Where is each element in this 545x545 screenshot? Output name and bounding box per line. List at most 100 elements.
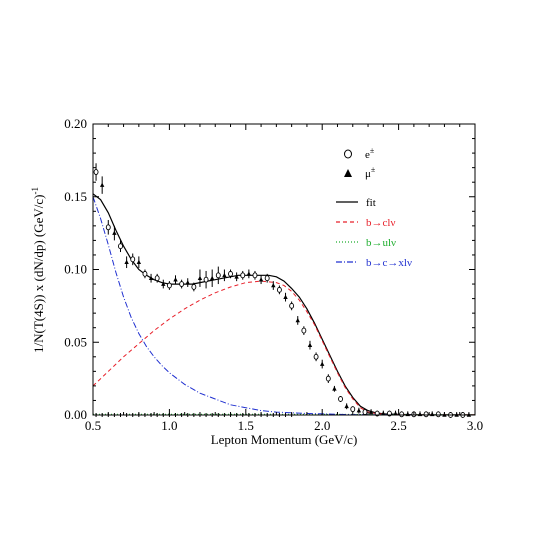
legend-mu-text: μ: [365, 168, 371, 180]
y-tick-label: 0.15: [64, 189, 87, 204]
data-point: [295, 316, 300, 325]
data-point: [246, 269, 252, 279]
point-mu-marker: [283, 294, 288, 299]
y-ticks: 0.00 0.05 0.10 0.15 0.20: [64, 116, 475, 422]
data-point: [393, 410, 398, 416]
point-mu-marker: [148, 275, 154, 281]
data-point: [258, 275, 264, 285]
legend-e-text: e: [365, 149, 370, 161]
data-point: [283, 292, 288, 302]
data-point: [148, 273, 154, 283]
legend-mu-sup: ±: [371, 165, 376, 174]
point-e-marker: [130, 256, 136, 263]
point-mu-marker: [99, 182, 105, 187]
x-tick-label: 2.5: [390, 418, 406, 433]
x-tick-label: 1.0: [161, 418, 177, 433]
point-mu-marker: [197, 275, 203, 281]
legend-mu-label: μ±: [365, 165, 376, 180]
data-point: [325, 374, 331, 383]
svg-text:1/N(T(4S)) x (dN/dp) (GeV/c)-: 1/N(T(4S)) x (dN/dp) (GeV/c)-1: [30, 187, 46, 353]
point-e-marker: [252, 272, 258, 279]
point-mu-marker: [222, 272, 227, 278]
point-e-marker: [105, 224, 111, 231]
point-mu-marker: [112, 230, 117, 235]
point-mu-marker: [258, 277, 264, 282]
point-e-marker: [276, 286, 282, 293]
data-point: [301, 326, 307, 335]
point-mu-marker: [307, 342, 313, 347]
point-mu-marker: [344, 403, 349, 409]
point-e-marker: [203, 276, 209, 283]
point-mu-marker: [173, 277, 178, 282]
legend-e-sup: ±: [370, 146, 375, 155]
data-point: [179, 279, 185, 289]
point-mu-marker: [246, 271, 252, 276]
x-ticks: 0.5 1.0 1.5 2.0 2.5 3.0: [85, 124, 483, 433]
data-point: [362, 409, 368, 416]
point-mu-marker: [161, 281, 166, 286]
point-mu-marker: [136, 259, 142, 265]
x-tick-label: 2.0: [314, 418, 330, 433]
data-point: [307, 340, 313, 350]
data-point: [264, 273, 270, 283]
point-mu-marker: [209, 275, 215, 281]
point-e-marker: [338, 396, 343, 402]
point-mu-marker: [393, 411, 398, 416]
point-e-marker: [301, 327, 307, 334]
data-point: [240, 270, 246, 280]
axes-frame: [92, 123, 476, 416]
point-mu-marker: [368, 409, 374, 414]
data-point: [136, 256, 142, 269]
point-e-marker: [399, 411, 405, 418]
data-point: [124, 256, 129, 269]
y-axis-title: 1/N(T(4S)) x (dN/dp) (GeV/c): [31, 195, 46, 353]
data-point: [234, 272, 239, 282]
legend-bcxl-label: b→c→xlν: [366, 257, 412, 269]
series-fit-line: [92, 193, 475, 416]
point-e-marker: [240, 272, 246, 279]
data-point: [99, 176, 105, 194]
plot-area: [92, 163, 476, 418]
data-point: [252, 270, 258, 280]
data-point: [105, 220, 111, 235]
series-bcl-line: [92, 280, 475, 416]
point-mu-marker: [356, 408, 362, 413]
point-e-marker: [423, 411, 429, 418]
x-tick-label: 3.0: [467, 418, 483, 433]
data-point: [289, 301, 295, 311]
legend-e-label: e±: [365, 146, 375, 161]
y-tick-label: 0.00: [64, 407, 87, 422]
point-mu-marker: [320, 361, 325, 366]
data-point: [118, 240, 123, 253]
point-e-marker: [191, 284, 197, 290]
point-e-marker: [350, 406, 356, 413]
data-point: [93, 163, 99, 181]
point-mu-marker: [124, 259, 129, 265]
point-e-marker: [289, 302, 295, 309]
data-point: [320, 359, 325, 369]
series-bcxl-line: [92, 196, 475, 416]
point-e-marker: [362, 409, 368, 416]
data-point: [215, 266, 221, 285]
point-e-marker: [166, 282, 172, 289]
data-point: [173, 275, 178, 285]
legend-mu-marker: [344, 169, 352, 177]
data-point: [435, 411, 441, 418]
point-e-marker: [325, 375, 331, 382]
y-tick-label: 0.05: [64, 334, 87, 349]
legend-fit-label: fit: [366, 197, 376, 209]
data-point: [112, 225, 117, 241]
point-mu-marker: [234, 274, 239, 279]
point-e-marker: [228, 270, 233, 277]
data-point: [350, 406, 356, 413]
x-tick-label: 0.5: [85, 418, 101, 433]
point-mu-marker: [295, 317, 300, 323]
data-point: [356, 407, 362, 414]
x-tick-label: 1.5: [238, 418, 254, 433]
point-e-marker: [142, 270, 148, 277]
data-point: [142, 269, 148, 279]
point-e-marker: [313, 353, 319, 360]
y-axis-title-group: 1/N(T(4S)) x (dN/dp) (GeV/c)-1: [30, 187, 46, 353]
data-point: [399, 411, 405, 418]
